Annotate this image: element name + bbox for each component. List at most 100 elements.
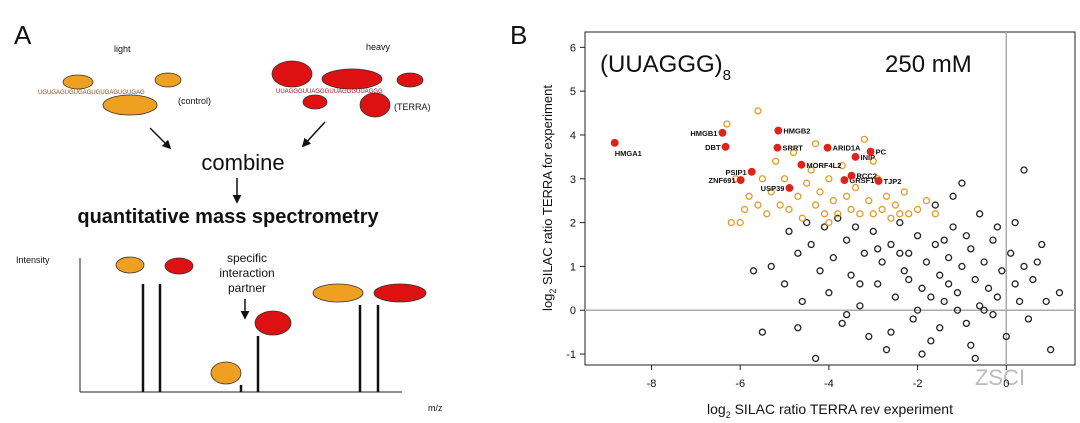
y-tick-label: 0 [570, 305, 576, 317]
point-label: HMGA1 [615, 149, 642, 158]
y-tick-label: -1 [566, 349, 576, 361]
chart-title: (UUAGGG)8 [600, 51, 731, 84]
point-label: USP39 [761, 184, 785, 193]
point [918, 284, 926, 292]
point [958, 262, 966, 271]
terra-label: (TERRA) [394, 102, 431, 112]
point [780, 175, 789, 183]
point [944, 254, 953, 262]
point [962, 319, 971, 328]
point [794, 249, 802, 257]
point [971, 275, 979, 284]
point [927, 337, 935, 345]
point [891, 293, 900, 301]
point [900, 188, 908, 196]
point [758, 175, 767, 183]
y-tick-label: 4 [570, 130, 576, 142]
point [745, 192, 753, 200]
x-tick-label: -4 [824, 378, 834, 390]
point [896, 210, 904, 218]
point [913, 205, 922, 214]
protein [312, 283, 364, 303]
xlabel-part: SILAC ratio TERRA rev experiment [731, 401, 953, 417]
point [989, 236, 997, 244]
plot-frame [584, 31, 1076, 366]
point [967, 341, 975, 349]
arrow [149, 127, 172, 150]
peaks [141, 284, 380, 392]
point [944, 280, 953, 288]
point [736, 218, 744, 227]
point [807, 240, 815, 249]
point [909, 315, 917, 323]
point [754, 201, 762, 209]
point [976, 302, 984, 310]
point [905, 210, 913, 218]
point [1015, 297, 1024, 306]
point [754, 107, 762, 115]
point [838, 319, 846, 328]
point [958, 179, 966, 187]
point [874, 280, 882, 288]
point [798, 214, 806, 222]
point [727, 218, 735, 227]
point-label: GRSF1 [849, 176, 874, 185]
point [1042, 297, 1050, 306]
point [953, 289, 962, 297]
point-label: MORF4L2 [806, 161, 841, 170]
point [856, 280, 864, 288]
point [913, 232, 922, 240]
point [1007, 249, 1015, 257]
light-label: light [114, 44, 131, 54]
watermark: ZSCI [975, 365, 1025, 390]
point [785, 205, 793, 214]
point-label: RCC2 [857, 172, 877, 181]
point [767, 188, 775, 196]
point [820, 223, 829, 231]
y-tick-label: 2 [570, 218, 576, 230]
point [1055, 289, 1064, 297]
point-label: PC [876, 148, 887, 157]
point-label: TJP2 [884, 177, 902, 186]
point [953, 306, 962, 314]
y-tick-label: 6 [570, 42, 576, 54]
point [780, 280, 789, 288]
point [758, 328, 767, 336]
point [887, 214, 895, 222]
point [823, 143, 832, 152]
y-tick-label: 1 [570, 261, 576, 273]
point [747, 167, 756, 176]
point [949, 223, 957, 231]
point [767, 262, 775, 271]
point [1038, 240, 1046, 249]
point [1011, 218, 1019, 227]
combine-label: combine [201, 150, 284, 175]
point [887, 328, 895, 336]
point [874, 177, 883, 185]
point [811, 140, 820, 148]
point [905, 249, 913, 257]
point [913, 306, 922, 314]
point [940, 297, 948, 306]
protein [396, 72, 424, 88]
point-label: HMGB2 [783, 127, 810, 136]
point [840, 176, 849, 185]
point [834, 210, 842, 218]
point [1029, 275, 1037, 284]
point [1020, 262, 1028, 271]
point [718, 128, 727, 137]
point [811, 354, 820, 363]
point [896, 218, 904, 227]
point [878, 258, 886, 266]
point [905, 275, 913, 284]
point [980, 258, 988, 266]
point [998, 267, 1006, 275]
point [740, 205, 749, 214]
point [984, 284, 993, 292]
point-label: PSIP1 [725, 168, 746, 177]
point [936, 324, 944, 332]
point [829, 197, 837, 205]
point [776, 201, 784, 209]
xlabel-sub: 2 [726, 410, 731, 420]
protein [164, 257, 194, 275]
